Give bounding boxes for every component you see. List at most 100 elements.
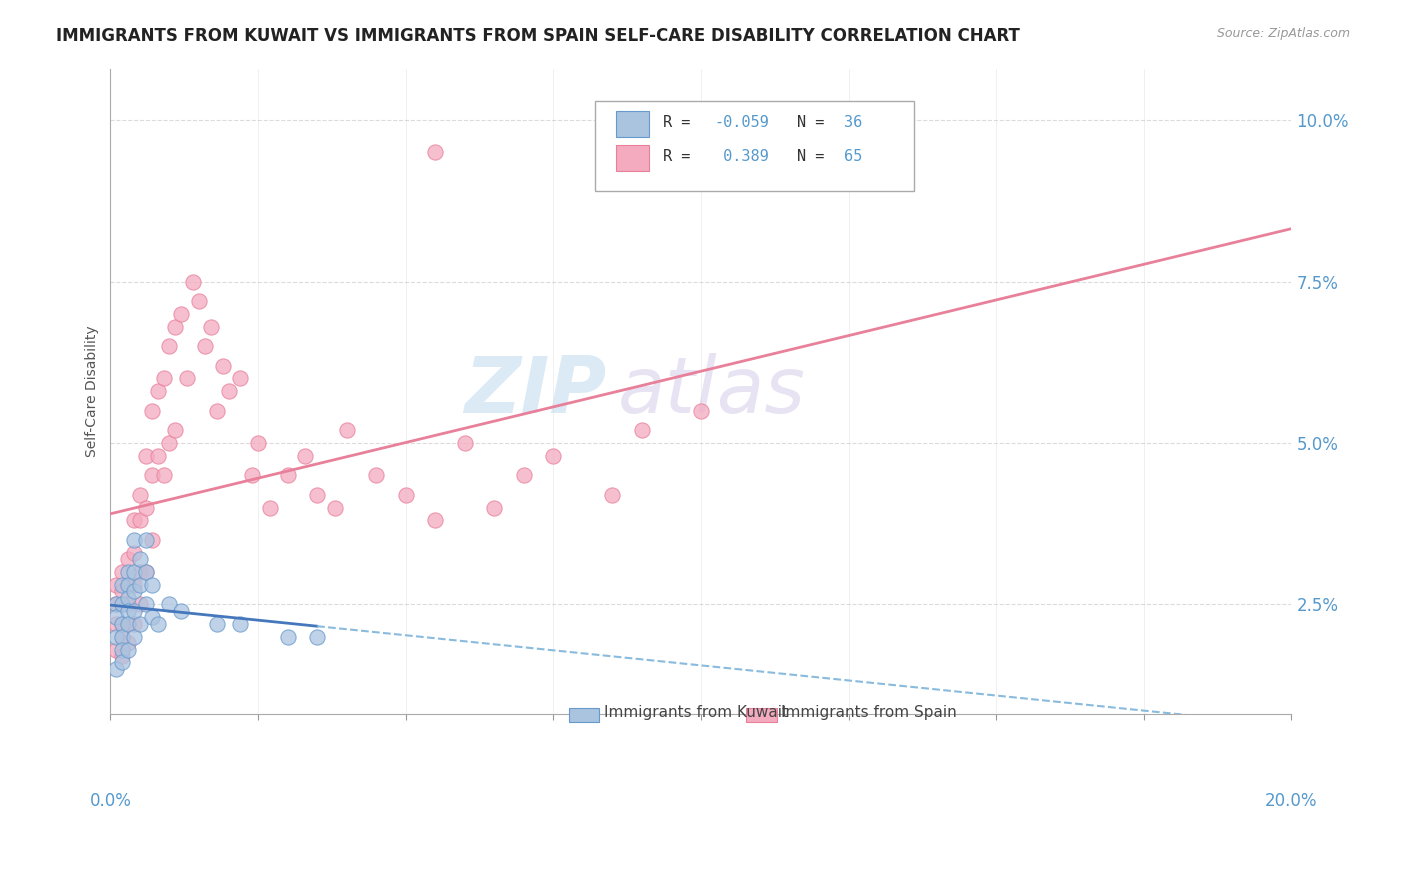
- Point: [159, 598, 181, 612]
- Point: [165, 423, 187, 437]
- Text: atlas: atlas: [619, 353, 806, 429]
- Text: R =: R =: [664, 149, 700, 164]
- Point: [484, 500, 506, 515]
- Text: N =: N =: [797, 149, 834, 164]
- Point: [111, 630, 134, 644]
- Point: [129, 616, 152, 631]
- Point: [111, 616, 134, 631]
- Text: 65: 65: [844, 149, 862, 164]
- Point: [146, 449, 169, 463]
- Point: [105, 616, 128, 631]
- Point: [152, 371, 174, 385]
- Point: [294, 449, 316, 463]
- Point: [141, 578, 163, 592]
- Point: [111, 598, 134, 612]
- Text: ZIP: ZIP: [464, 353, 606, 429]
- Point: [117, 565, 139, 579]
- Point: [105, 642, 128, 657]
- Text: R =: R =: [664, 115, 700, 130]
- Point: [159, 339, 181, 353]
- Point: [366, 468, 388, 483]
- Point: [117, 578, 139, 592]
- Point: [218, 384, 240, 399]
- Point: [129, 578, 152, 592]
- Point: [111, 578, 134, 592]
- Point: [181, 275, 204, 289]
- Point: [205, 616, 228, 631]
- Point: [141, 610, 163, 624]
- Text: Immigrants from Spain: Immigrants from Spain: [782, 706, 957, 721]
- Point: [229, 371, 252, 385]
- Text: IMMIGRANTS FROM KUWAIT VS IMMIGRANTS FROM SPAIN SELF-CARE DISABILITY CORRELATION: IMMIGRANTS FROM KUWAIT VS IMMIGRANTS FRO…: [56, 27, 1021, 45]
- Point: [165, 319, 187, 334]
- Text: 36: 36: [844, 115, 862, 130]
- Point: [117, 604, 139, 618]
- Point: [117, 616, 139, 631]
- Point: [188, 293, 211, 308]
- FancyBboxPatch shape: [595, 101, 914, 191]
- Text: 20.0%: 20.0%: [1265, 791, 1317, 810]
- Point: [690, 403, 713, 417]
- Point: [111, 630, 134, 644]
- Point: [117, 598, 139, 612]
- Point: [146, 616, 169, 631]
- Point: [105, 598, 128, 612]
- Point: [513, 468, 536, 483]
- Point: [135, 565, 157, 579]
- Point: [395, 488, 418, 502]
- Point: [111, 584, 134, 599]
- Point: [194, 339, 217, 353]
- Text: N =: N =: [797, 115, 834, 130]
- Point: [135, 449, 157, 463]
- Point: [135, 565, 157, 579]
- Point: [176, 371, 198, 385]
- FancyBboxPatch shape: [745, 707, 776, 722]
- Point: [122, 513, 145, 527]
- Point: [111, 648, 134, 663]
- Point: [229, 616, 252, 631]
- Point: [129, 513, 152, 527]
- Point: [122, 533, 145, 547]
- Point: [117, 616, 139, 631]
- Point: [122, 604, 145, 618]
- Point: [111, 616, 134, 631]
- Point: [117, 552, 139, 566]
- Point: [307, 488, 329, 502]
- Point: [122, 616, 145, 631]
- Point: [277, 630, 299, 644]
- Point: [135, 533, 157, 547]
- Point: [117, 578, 139, 592]
- Point: [146, 384, 169, 399]
- Text: 0.389: 0.389: [714, 149, 769, 164]
- Point: [117, 591, 139, 605]
- Point: [135, 598, 157, 612]
- Point: [111, 642, 134, 657]
- Point: [141, 533, 163, 547]
- Point: [259, 500, 281, 515]
- Point: [117, 636, 139, 650]
- Point: [129, 598, 152, 612]
- Point: [170, 604, 193, 618]
- Point: [122, 546, 145, 560]
- Point: [105, 578, 128, 592]
- Point: [122, 578, 145, 592]
- Text: Source: ZipAtlas.com: Source: ZipAtlas.com: [1216, 27, 1350, 40]
- Point: [122, 565, 145, 579]
- Point: [122, 630, 145, 644]
- Point: [122, 584, 145, 599]
- Point: [323, 500, 346, 515]
- Point: [170, 307, 193, 321]
- Point: [105, 598, 128, 612]
- Point: [543, 449, 565, 463]
- Point: [141, 468, 163, 483]
- Point: [105, 662, 128, 676]
- Point: [211, 359, 233, 373]
- Text: 0.0%: 0.0%: [90, 791, 131, 810]
- Point: [141, 403, 163, 417]
- Point: [425, 145, 447, 160]
- Point: [105, 610, 128, 624]
- Point: [240, 468, 263, 483]
- Point: [129, 488, 152, 502]
- Point: [277, 468, 299, 483]
- Point: [425, 513, 447, 527]
